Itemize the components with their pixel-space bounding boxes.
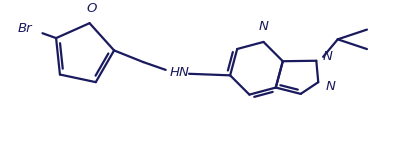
Text: O: O bbox=[86, 2, 97, 15]
Text: N: N bbox=[259, 20, 269, 33]
Text: N: N bbox=[326, 80, 336, 93]
Text: HN: HN bbox=[170, 66, 189, 79]
Text: N: N bbox=[323, 50, 333, 63]
Text: Br: Br bbox=[18, 22, 33, 35]
